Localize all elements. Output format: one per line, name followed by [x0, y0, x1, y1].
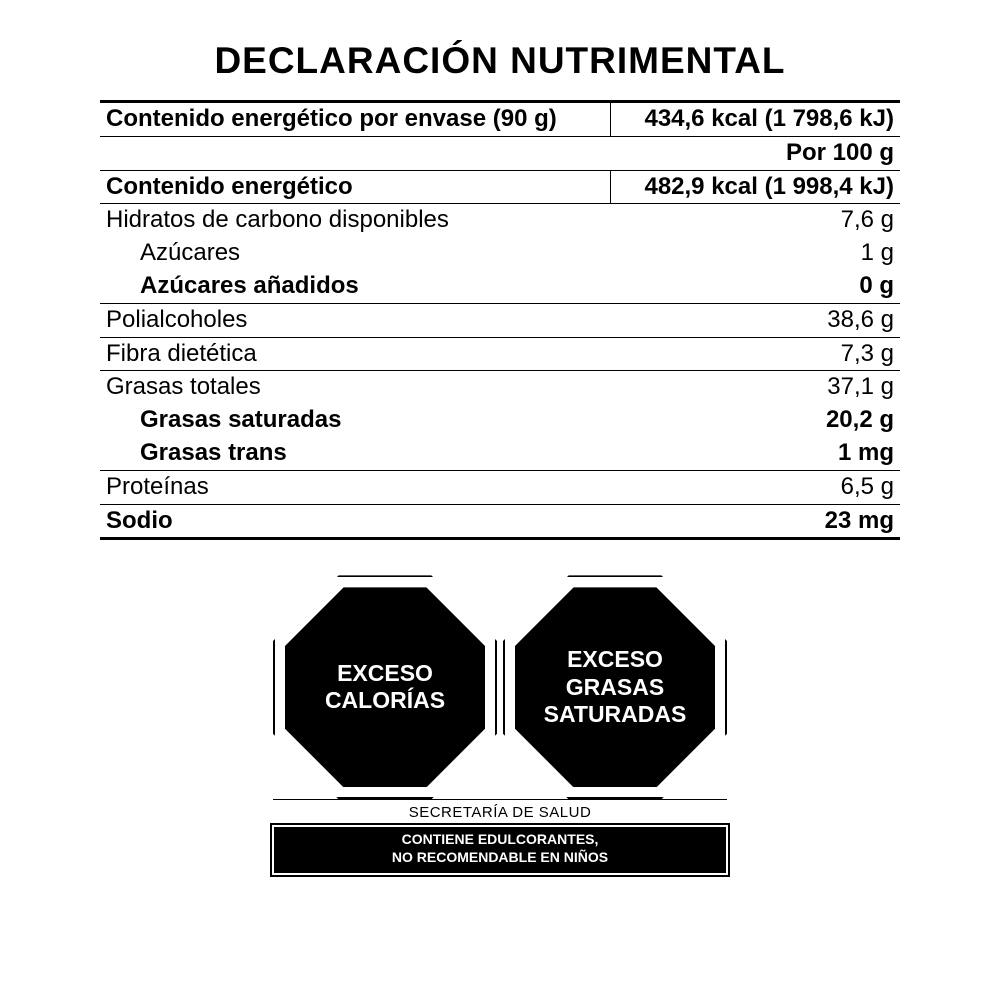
sweetener-text: CONTIENE EDULCORANTES, NO RECOMENDABLE E…: [392, 831, 608, 865]
row-label: Azúcares: [100, 237, 611, 270]
row-label: Azúcares añadidos: [100, 270, 611, 303]
bottom-rule: [100, 539, 900, 541]
table-row: Azúcares 1 g: [100, 237, 900, 270]
table-row: Grasas trans 1 mg: [100, 437, 900, 470]
table-row: Proteínas 6,5 g: [100, 470, 900, 504]
row-value: 20,2 g: [611, 404, 900, 437]
row-value: 7,3 g: [611, 337, 900, 371]
energy-per-package-value: 434,6 kcal (1 798,6 kJ): [611, 102, 900, 137]
seal-text: EXCESO CALORÍAS: [325, 660, 445, 715]
row-value: 7,6 g: [611, 204, 900, 237]
table-row: Fibra dietética 7,3 g: [100, 337, 900, 371]
row-value: 37,1 g: [611, 371, 900, 404]
table-row: Grasas saturadas 20,2 g: [100, 404, 900, 437]
row-value: 1 mg: [611, 437, 900, 470]
seal-excess-calories: EXCESO CALORÍAS: [273, 575, 497, 799]
table-row: Hidratos de carbono disponibles 7,6 g: [100, 204, 900, 237]
sweetener-warning: CONTIENE EDULCORANTES, NO RECOMENDABLE E…: [272, 825, 728, 875]
page-title: DECLARACIÓN NUTRIMENTAL: [100, 40, 900, 82]
table-row: Azúcares añadidos 0 g: [100, 270, 900, 303]
row-label: Polialcoholes: [100, 303, 611, 337]
nutrition-table: Contenido energético por envase (90 g) 4…: [100, 100, 900, 540]
row-value: 0 g: [611, 270, 900, 303]
row-label: Grasas totales: [100, 371, 611, 404]
row-label: Hidratos de carbono disponibles: [100, 204, 611, 237]
table-row: Grasas totales 37,1 g: [100, 371, 900, 404]
row-label: Grasas saturadas: [100, 404, 611, 437]
table-row: Polialcoholes 38,6 g: [100, 303, 900, 337]
energy-value: 482,9 kcal (1 998,4 kJ): [611, 170, 900, 204]
warning-seals: EXCESO CALORÍAS EXCESO GRASAS SATURADAS …: [100, 575, 900, 875]
seal-excess-sat-fat: EXCESO GRASAS SATURADAS: [503, 575, 727, 799]
row-label: Sodio: [100, 504, 611, 539]
per-100g-label: Por 100 g: [611, 136, 900, 170]
row-value: 6,5 g: [611, 470, 900, 504]
spacer: [100, 136, 611, 170]
table-row: Sodio 23 mg: [100, 504, 900, 539]
secretaria-label: SECRETARÍA DE SALUD: [100, 804, 900, 821]
row-label: Grasas trans: [100, 437, 611, 470]
row-value: 23 mg: [611, 504, 900, 539]
energy-label: Contenido energético: [100, 170, 611, 204]
row-label: Fibra dietética: [100, 337, 611, 371]
row-value: 1 g: [611, 237, 900, 270]
row-value: 38,6 g: [611, 303, 900, 337]
energy-per-package-label: Contenido energético por envase (90 g): [100, 102, 611, 137]
seal-text: EXCESO GRASAS SATURADAS: [544, 646, 687, 729]
row-label: Proteínas: [100, 470, 611, 504]
